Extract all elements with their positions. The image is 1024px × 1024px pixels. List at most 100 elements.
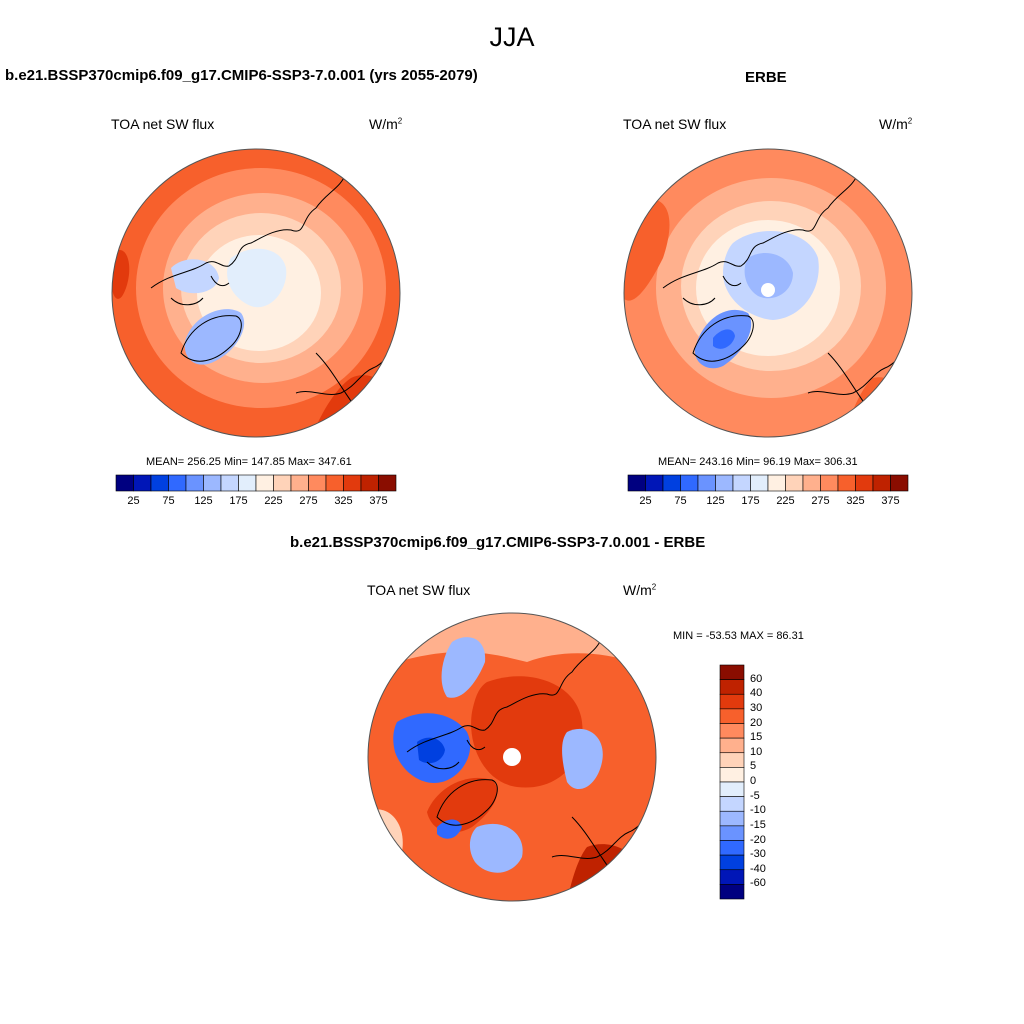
panel2-colorbar-tick-label: 375 — [881, 495, 900, 507]
panel2-colorbar-box — [767, 474, 786, 492]
panel3-colorbar-tick-label: 5 — [750, 760, 757, 773]
panel2-colorbar-box — [820, 474, 839, 492]
panel1-map-border — [111, 148, 401, 438]
panel3-colorbar-box — [719, 781, 745, 797]
panel1-colorbar-box — [343, 474, 362, 492]
panel3-variable-label: TOA net SW flux — [367, 582, 471, 598]
panel3-colorbar-tick-label: -15 — [750, 818, 766, 831]
panel2-colorbar-box — [837, 474, 856, 492]
panel1-stats: MEAN= 256.25 Min= 147.85 Max= 347.61 — [146, 456, 352, 468]
panel2-colorbar-box — [750, 474, 769, 492]
panel1-colorbar-box — [308, 474, 327, 492]
panel3-colorbar-box — [719, 664, 745, 680]
panel1-field-greenland — [184, 309, 245, 365]
panel2-colorbar-box — [662, 474, 681, 492]
panel2-field-greenland-core — [713, 329, 735, 349]
panel1-colorbar-tick-label: 175 — [229, 495, 248, 507]
panel1-colorbar-tick-label: 375 — [369, 495, 388, 507]
panel2-colorbar-box — [645, 474, 664, 492]
panel3-colorbar-tick-label: -40 — [750, 862, 766, 875]
panel3-colorbar-tick-label: -5 — [750, 789, 760, 802]
panel1-colorbar-tick-label: 75 — [162, 495, 175, 507]
panel2-colorbar-box — [855, 474, 874, 492]
panel2-colorbar-box — [627, 474, 646, 492]
panel3-field-greenland-high — [427, 777, 498, 833]
panel1-colorbar-box — [168, 474, 187, 492]
panel2-colorbar-box — [890, 474, 909, 492]
panel1-colorbar-tick-label: 275 — [299, 495, 318, 507]
panel3-colorbar-tick-label: -10 — [750, 804, 766, 817]
panel3-colorbar-tick-label: 0 — [750, 775, 757, 787]
panel2-colorbar-tick-label: 325 — [846, 495, 865, 507]
panel2-colorbar — [627, 474, 909, 492]
panel1-colorbar-box — [290, 474, 309, 492]
panel3-polar-hole — [503, 748, 521, 766]
panel3-field-north-blue — [441, 637, 486, 698]
panel2-colorbar-box — [715, 474, 734, 492]
panel3-stats: MIN = -53.53 MAX = 86.31 — [673, 630, 804, 642]
panel3-colorbar-box — [719, 767, 745, 783]
panel1-colorbar-tick-label: 325 — [334, 495, 353, 507]
panel3-colorbar-tick-label: -60 — [750, 877, 766, 890]
panel1-colorbar-box — [133, 474, 152, 492]
panel2-colorbar-tick-label: 75 — [674, 495, 687, 507]
panel1-polar-map — [111, 148, 401, 438]
panel2-title: ERBE — [745, 69, 787, 86]
panel1-field-archipelago — [171, 259, 219, 294]
panel3-field-arctic-high — [471, 676, 583, 788]
panel3-colorbar-tick-label: -20 — [750, 833, 766, 846]
panel2-stats: MEAN= 243.16 Min= 96.19 Max= 306.31 — [658, 456, 858, 468]
panel3-colorbar — [719, 664, 745, 900]
panel3-colorbar-box — [719, 869, 745, 885]
panel3-colorbar-tick-label: 20 — [750, 716, 763, 729]
panel1-colorbar-box — [115, 474, 134, 492]
panel3-title: b.e21.BSSP370cmip6.f09_g17.CMIP6-SSP3-7.… — [290, 534, 706, 551]
panel2-colorbar-box — [802, 474, 821, 492]
panel3-units: W/m2 — [623, 582, 657, 598]
panel3-colorbar-tick-label: 15 — [750, 731, 763, 744]
figure-title: JJA — [489, 22, 535, 52]
panel3-field-archipelago-core — [417, 737, 445, 764]
panel2-units: W/m2 — [879, 116, 913, 132]
panel2-colorbar-tick-label: 175 — [741, 495, 760, 507]
panel1-colorbar-box — [150, 474, 169, 492]
panel2-field-arctic-core — [744, 253, 793, 299]
panel3-colorbar-tick-label: -30 — [750, 848, 766, 861]
panel1-variable-label: TOA net SW flux — [111, 116, 215, 132]
panel3-colorbar-box — [719, 708, 745, 724]
panel2-colorbar-tick-label: 125 — [706, 495, 725, 507]
panel2-colorbar-box — [872, 474, 891, 492]
panel3-colorbar-box — [719, 840, 745, 856]
panel2-colorbar-tick-label: 275 — [811, 495, 830, 507]
panel1-units: W/m2 — [369, 116, 403, 132]
panel2-polar-map — [623, 148, 913, 438]
panel1-field-arctic-low — [227, 248, 287, 308]
panel1-colorbar-box — [185, 474, 204, 492]
panel3-field-greenland-blue — [437, 819, 462, 839]
panel3-colorbar-tick-label: 10 — [750, 745, 763, 758]
panel1-colorbar-box — [255, 474, 274, 492]
panel1-colorbar-tick-label: 125 — [194, 495, 213, 507]
panel3-colorbar-box — [719, 723, 745, 739]
panel1-colorbar-box — [360, 474, 379, 492]
panel1-colorbar-box — [220, 474, 239, 492]
panel3-field-atlantic-blue — [469, 823, 523, 873]
panel3-colorbar-tick-label: 40 — [750, 687, 763, 700]
panel1-title: b.e21.BSSP370cmip6.f09_g17.CMIP6-SSP3-7.… — [5, 67, 478, 84]
panel3-colorbar-box — [719, 825, 745, 841]
panel3-field-east-blue — [562, 728, 603, 790]
panel1-colorbar-box — [203, 474, 222, 492]
panel2-colorbar-box — [732, 474, 751, 492]
panel3-colorbar-box — [719, 737, 745, 754]
panel2-variable-label: TOA net SW flux — [623, 116, 727, 132]
panel2-colorbar-tick-label: 25 — [639, 495, 652, 507]
panel3-map-border — [367, 612, 657, 902]
panel3-colorbar-box — [719, 884, 745, 900]
panel1-colorbar-box — [238, 474, 257, 492]
panel2-colorbar-tick-label: 225 — [776, 495, 795, 507]
panel2-colorbar-box — [680, 474, 699, 492]
panel3-colorbar-box — [719, 810, 745, 827]
panel1-colorbar-box — [378, 474, 397, 492]
panel3-colorbar-box — [719, 854, 745, 871]
panel1-colorbar-box — [273, 474, 292, 492]
